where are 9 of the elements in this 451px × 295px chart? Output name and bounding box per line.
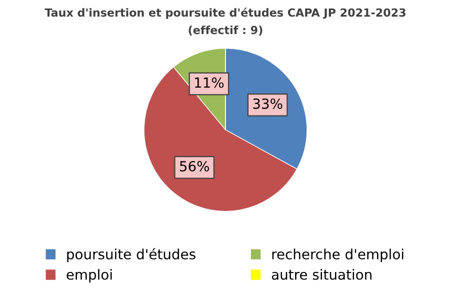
legend-label: recherche d'emploi (272, 248, 404, 262)
data-label: 33% (253, 98, 282, 109)
chart-title: Taux d'insertion et poursuite d'études CAPA JP 2021-2023 (44, 8, 406, 19)
data-label: 11% (195, 77, 224, 88)
legend-label: autre situation (272, 269, 372, 280)
chart-subtitle: (effectif : 9) (188, 26, 262, 36)
legend-label: poursuite d'études (67, 248, 196, 262)
data-label: 56% (180, 160, 210, 172)
legend-label: emploi (66, 269, 112, 282)
